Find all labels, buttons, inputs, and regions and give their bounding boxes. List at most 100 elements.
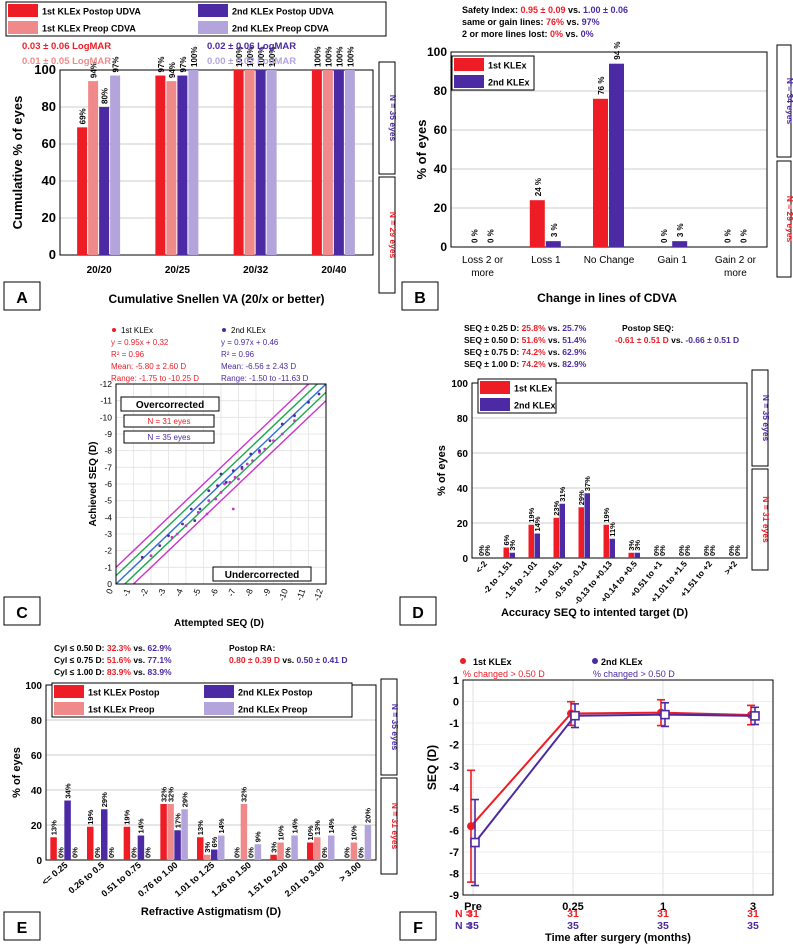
panel-e-stat-2: Cyl ≤ 1.00 D: 83.9% vs. 83.9% (54, 667, 172, 677)
panel-c-point-2nd-6 (207, 489, 211, 493)
panel-e-data-label-3-4: 14% (217, 818, 226, 833)
panel-e-xlabel: Refractive Astigmatism (D) (141, 906, 282, 918)
panel-e-postop-values: 0.80 ± 0.39 D vs. 0.50 ± 0.41 D (229, 655, 348, 665)
panel-a-data-label-3-2: 100% (268, 47, 277, 67)
panel-d-bar-0-2 (528, 524, 534, 558)
panel-a-logmar-4: 0.00 ± 0.02 LogMAR (207, 56, 296, 67)
panel-c-xtick-12: -12 (311, 587, 325, 602)
panel-f-ytick-6: -5 (449, 804, 459, 816)
panel-c-point-1st-6 (219, 490, 223, 494)
panel-a-bar-2-1 (177, 75, 188, 255)
panel-e-bar-1-6 (277, 842, 284, 860)
panel-c-point-1st-1 (170, 535, 174, 539)
panel-a-bar-0-0 (77, 127, 88, 255)
panel-c-ytick-7: -7 (104, 462, 112, 472)
panel-a-xtick-1: 20/25 (165, 265, 190, 276)
panel-b-legend-label-0: 1st KLEx (488, 61, 527, 71)
panel-a-n-red-box (378, 176, 396, 294)
panel-e-data-label-1-3: 32% (166, 787, 175, 802)
panel-f-plot-frame (462, 679, 774, 896)
panel-b-legend-swatch-0 (454, 58, 484, 71)
panel-e-bar-1-5 (240, 804, 248, 860)
panel-c-point-2nd-12 (258, 449, 261, 453)
panel-d-bar-1-2 (534, 533, 540, 558)
panel-e-data-label-1-4: 3% (203, 842, 212, 853)
panel-d-n-red-box (751, 468, 769, 571)
panel-f-n-label-2: N = (455, 920, 472, 932)
panel-e-stat-2-part-3: 83.9% (148, 667, 173, 677)
panel-f-marker-0-0 (467, 822, 475, 831)
panel-c-legend-marker-2 (222, 328, 226, 332)
panel-c-ytick-5: -5 (104, 496, 112, 506)
panel-f-ytick-4: -3 (449, 761, 459, 773)
panel-d-xtick-10: >+2 (722, 559, 739, 577)
panel-e-data-label-1-1: 0% (93, 847, 102, 858)
panel-e-stat-1-part-1: 51.6% (107, 655, 132, 665)
panel-c-legend-2-mean: Mean: -6.56 ± 2.43 D (221, 362, 296, 371)
panel-b-safety-line-1: Safety Index: 0.95 ± 0.09 vs. 1.00 ± 0.0… (462, 5, 628, 15)
panel-a-legend-label-2: 1st KLEx Preop CDVA (42, 24, 136, 34)
panel-e-n-red-box (380, 777, 398, 875)
panel-f-letter: F (413, 920, 423, 937)
panel-c-legend-1-range: Range: -1.75 to -10.25 D (111, 374, 199, 383)
panel-e-bar-0-4 (197, 837, 204, 860)
panel-d-data-label-0-6: 3% (627, 540, 636, 551)
panel-d-data-label-0-2: 19% (527, 507, 536, 522)
panel-e-legend-swatch-3 (204, 702, 234, 715)
panel-c-band-line-0 (132, 399, 326, 584)
panel-d-data-label-1-0: 0% (483, 545, 492, 556)
panel-f-marker-1-0 (470, 837, 480, 848)
panel-e-ytick-3: 60 (31, 751, 43, 762)
panel-d-stat-2-part-2: vs. (546, 347, 563, 357)
panel-c-over-box (120, 396, 220, 412)
panel-d-postop-values-part-2: -0.66 ± 0.51 D (685, 335, 739, 345)
panel-c-point-2nd-18 (193, 519, 197, 523)
panel-d-bar-0-3 (553, 517, 559, 558)
panel-e-bar-3-4 (218, 835, 225, 860)
panel-e-bar-2-1 (101, 809, 108, 860)
panel-e-letter-box (3, 911, 41, 941)
panel-d-stat-0-part-1: 25.8% (522, 323, 547, 333)
panel-e-stat-0-part-0: Cyl ≤ 0.50 D: (54, 643, 107, 653)
panel-c-point-2nd-9 (231, 469, 235, 473)
panel-b-bar-1-1 (545, 241, 561, 247)
panel-d-stat-1-part-3: 51.4% (562, 335, 587, 345)
panel-c-point-1st-7 (223, 482, 226, 486)
panel-e-data-label-3-0: 0% (70, 847, 79, 858)
panel-d-bar-0-4 (578, 507, 584, 558)
panel-e-data-label-2-7: 0% (320, 847, 329, 858)
panel-e-bar-1-8 (350, 842, 358, 860)
panel-b-bar-1-3 (672, 241, 688, 247)
panel-c-ytick-2: -2 (104, 546, 112, 556)
panel-f-line-1 (474, 713, 756, 844)
panel-c-plot-frame (115, 383, 327, 585)
panel-d-ytick-3: 60 (457, 449, 469, 460)
panel-c-point-1st-14 (263, 447, 267, 451)
panel-e-data-label-0-8: 0% (343, 847, 352, 858)
panel-d-data-label-1-8: 0% (683, 545, 692, 556)
panel-a-bar-3-1 (188, 70, 199, 255)
panel-c-undercorrected: Undercorrected (225, 570, 299, 581)
panel-e-stat-2-part-0: Cyl ≤ 1.00 D: (54, 667, 107, 677)
panel-f-xtick-0: Pre (464, 901, 482, 913)
panel-d-data-label-1-2: 14% (533, 516, 542, 531)
panel-b-xtick-3-0: Gain 1 (657, 255, 687, 266)
panel-c-point-2nd-7 (216, 484, 219, 488)
panel-c-legend-2-r2: R² = 0.96 (221, 350, 255, 359)
panel-e-bar-0-3 (160, 804, 167, 860)
panel-f-legend-2-name: 2nd KLEx (601, 657, 643, 667)
panel-a-bar-1-0 (88, 81, 99, 255)
panel-f-legend-2-l2: % changed > 0.50 D (593, 669, 675, 679)
panel-f-ytick-7: -6 (449, 826, 459, 838)
panel-c-xtick-4: -4 (173, 587, 185, 598)
panel-d-data-label-0-8: 0% (677, 545, 686, 556)
panel-e-data-label-2-1: 29% (100, 792, 109, 807)
panel-e-data-label-3-8: 20% (364, 808, 373, 823)
panel-d-data-label-0-10: 0% (727, 545, 736, 556)
panel-d-stat-0-part-3: 25.7% (562, 323, 587, 333)
panel-d-data-label-1-5: 11% (608, 522, 617, 537)
panel-c-point-1st-16 (280, 432, 284, 436)
panel-b-data-label-0-4: 0 % (723, 229, 732, 243)
panel-e-data-label-3-1: 0% (107, 847, 116, 858)
